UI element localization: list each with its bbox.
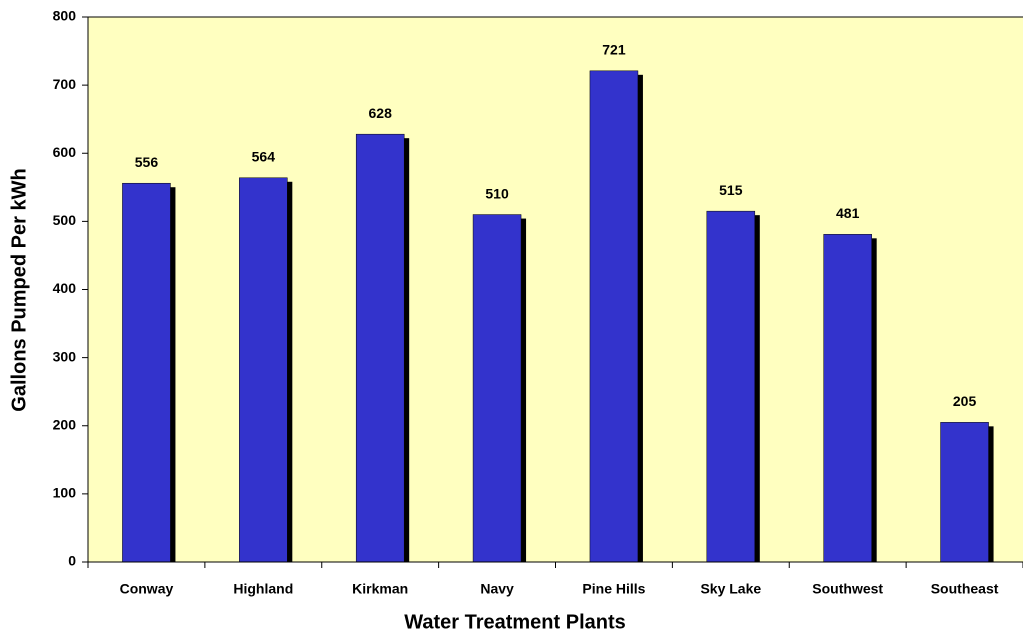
x-tick-label: Kirkman (352, 581, 408, 597)
bar (472, 214, 522, 563)
bar (355, 133, 405, 563)
x-tick-label: Highland (233, 581, 293, 597)
data-label: 721 (602, 42, 626, 58)
x-tick-label: Navy (480, 581, 514, 597)
y-tick-label: 300 (53, 348, 77, 364)
plot-area (88, 17, 1023, 562)
bar (823, 234, 872, 563)
y-tick-label: 100 (53, 485, 77, 501)
data-label: 481 (836, 205, 860, 221)
x-tick-label: Conway (120, 581, 174, 597)
y-tick-label: 400 (53, 280, 77, 296)
x-tick-label: Southwest (812, 581, 883, 597)
bar (589, 70, 639, 563)
bar (122, 182, 171, 563)
bar (239, 177, 288, 563)
y-tick-label: 0 (68, 553, 76, 569)
y-axis-label: Gallons Pumped Per kWh (8, 168, 30, 411)
data-label: 556 (135, 154, 159, 170)
data-label: 515 (719, 182, 743, 198)
x-tick-label: Southeast (931, 581, 999, 597)
y-tick-label: 500 (53, 212, 77, 228)
x-tick-label: Sky Lake (700, 581, 761, 597)
data-label: 564 (252, 148, 276, 164)
bar (940, 422, 989, 563)
y-tick-label: 200 (53, 416, 77, 432)
data-label: 628 (369, 105, 393, 121)
bar (706, 210, 756, 563)
y-tick-label: 800 (53, 8, 77, 24)
x-tick-label: Pine Hills (582, 581, 645, 597)
y-tick-label: 700 (53, 76, 77, 92)
data-label: 510 (485, 185, 509, 201)
y-tick-label: 600 (53, 144, 77, 160)
x-axis-label: Water Treatment Plants (404, 611, 626, 633)
data-label: 205 (953, 393, 977, 409)
